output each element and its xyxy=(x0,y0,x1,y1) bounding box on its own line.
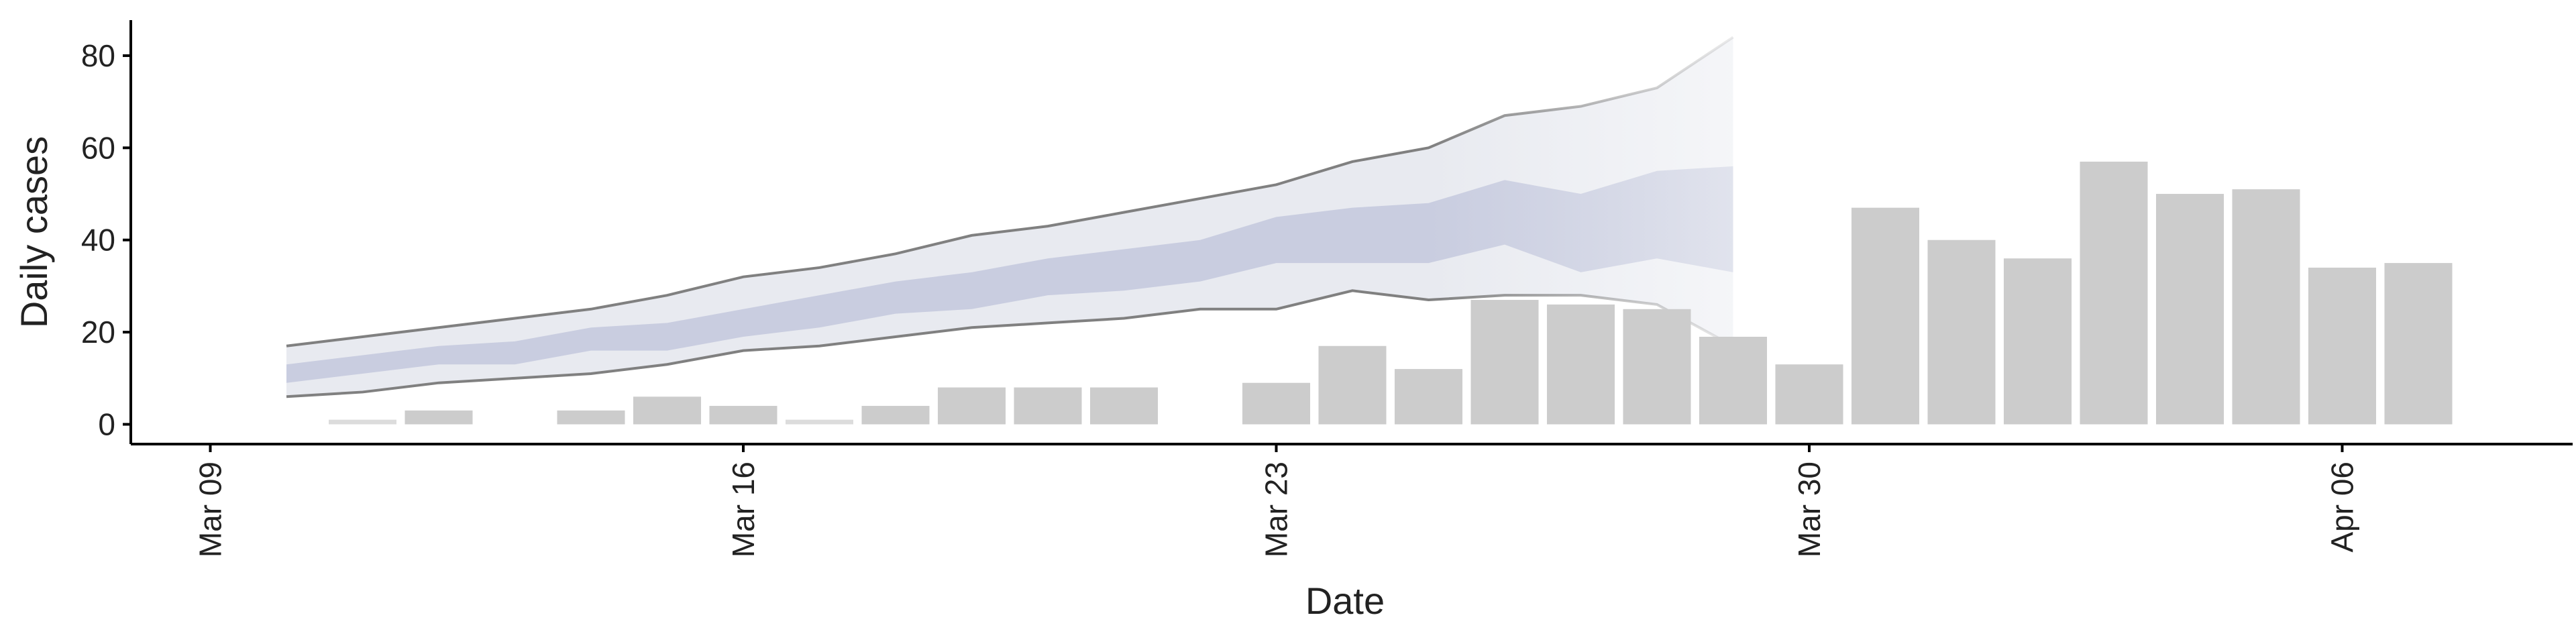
axis-layer: 0 20 40 60 80 Mar 09 Mar 16 Mar 23 Mar 30 Apr 06 xyxy=(81,20,2573,557)
bar-2020-03-17 xyxy=(785,419,854,425)
bar-2020-03-26 xyxy=(1470,300,1539,425)
bar-2020-04-02 xyxy=(2003,258,2072,425)
bar-2020-03-19 xyxy=(937,387,1006,425)
bar-2020-03-31 xyxy=(1851,207,1920,425)
bar-2020-03-24 xyxy=(1318,345,1387,425)
bar-2020-04-03 xyxy=(2080,161,2148,425)
bar-2020-03-11 xyxy=(328,419,397,425)
bar-2020-03-30 xyxy=(1775,364,1843,425)
y-axis-title: Daily cases xyxy=(13,136,55,328)
upper-bound-line xyxy=(286,36,1734,347)
bar-2020-03-28 xyxy=(1623,309,1691,425)
bar-2020-03-23 xyxy=(1242,382,1311,425)
bar-2020-04-05 xyxy=(2232,189,2300,425)
bar-2020-03-29 xyxy=(1699,337,1768,425)
outer-interval-band xyxy=(286,37,1733,397)
y-tick-label-20: 20 xyxy=(81,315,115,350)
bar-2020-03-12 xyxy=(405,410,473,425)
lower-bound-line xyxy=(286,289,1734,398)
y-tick-label-60: 60 xyxy=(81,130,115,165)
bar-2020-03-16 xyxy=(709,406,777,425)
x-tick-label-1: Mar 16 xyxy=(726,462,761,557)
bar-layer xyxy=(328,161,2453,425)
bar-2020-04-01 xyxy=(1927,239,1996,425)
x-tick-label-4: Apr 06 xyxy=(2325,462,2360,553)
bar-2020-03-14 xyxy=(557,410,625,425)
bar-2020-04-07 xyxy=(2384,263,2453,425)
y-tick-label-80: 80 xyxy=(81,38,115,73)
bar-2020-04-04 xyxy=(2155,194,2224,425)
x-axis-title: Date xyxy=(1305,580,1385,622)
inner-interval-band xyxy=(286,166,1733,383)
bar-2020-03-15 xyxy=(633,396,702,425)
bar-2020-03-18 xyxy=(861,406,930,425)
projection-band-layer xyxy=(286,36,1734,398)
bar-2020-03-20 xyxy=(1014,387,1082,425)
x-tick-label-3: Mar 30 xyxy=(1792,462,1827,557)
y-tick-label-0: 0 xyxy=(98,407,115,442)
bar-2020-03-21 xyxy=(1089,387,1159,425)
x-tick-label-0: Mar 09 xyxy=(193,462,228,557)
y-tick-label-40: 40 xyxy=(81,223,115,258)
bar-2020-03-27 xyxy=(1546,304,1615,425)
bar-2020-03-25 xyxy=(1394,369,1463,425)
x-tick-label-2: Mar 23 xyxy=(1259,462,1294,557)
bar-2020-04-06 xyxy=(2308,267,2377,425)
